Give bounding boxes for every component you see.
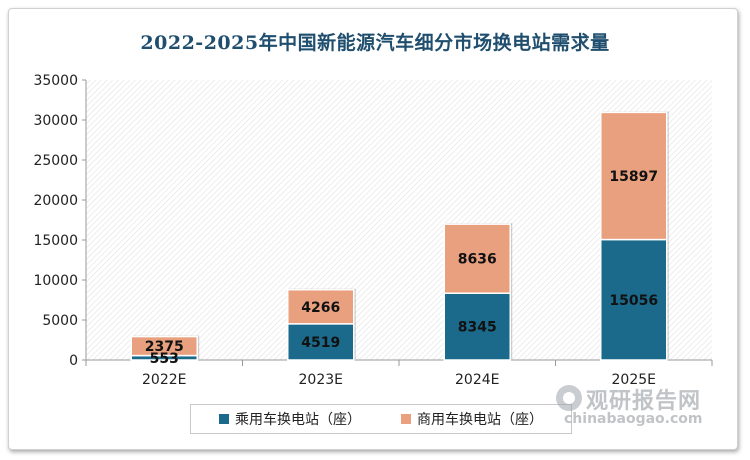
data-label-commercial: 2375 bbox=[145, 339, 184, 355]
data-label-commercial: 15897 bbox=[609, 169, 658, 185]
data-label-passenger: 553 bbox=[150, 351, 179, 367]
data-label-passenger: 15056 bbox=[609, 293, 658, 309]
y-tick-label: 10000 bbox=[33, 273, 78, 289]
legend: 乘用车换电站（座） 商用车换电站（座） bbox=[190, 404, 572, 434]
x-tick-label: 2022E bbox=[142, 372, 186, 388]
y-tick-label: 5000 bbox=[42, 313, 78, 329]
y-tick-label: 30000 bbox=[33, 113, 78, 129]
y-tick-label: 35000 bbox=[33, 73, 78, 89]
legend-item-commercial: 商用车换电站（座） bbox=[401, 409, 543, 429]
bar-commercial bbox=[287, 288, 355, 325]
y-tick-label: 0 bbox=[69, 353, 78, 369]
bar-passenger bbox=[287, 323, 355, 361]
data-label-passenger: 8345 bbox=[458, 320, 497, 336]
legend-label-passenger: 乘用车换电站（座） bbox=[235, 412, 361, 428]
bar-commercial bbox=[600, 111, 668, 241]
bar-commercial bbox=[130, 335, 198, 357]
data-label-commercial: 4266 bbox=[301, 300, 340, 316]
bar-commercial bbox=[443, 223, 511, 294]
x-tick-label: 2025E bbox=[612, 372, 656, 388]
y-tick-label: 20000 bbox=[33, 193, 78, 209]
x-tick-label: 2024E bbox=[455, 372, 499, 388]
legend-swatch-commercial bbox=[401, 414, 411, 424]
legend-swatch-passenger bbox=[219, 414, 229, 424]
legend-item-passenger: 乘用车换电站（座） bbox=[219, 409, 361, 429]
chart-title: 2022-2025年中国新能源汽车细分市场换电站需求量 bbox=[140, 32, 610, 54]
data-label-passenger: 4519 bbox=[301, 335, 340, 351]
bar-passenger bbox=[600, 238, 668, 361]
x-tick-label: 2023E bbox=[299, 372, 343, 388]
legend-label-commercial: 商用车换电站（座） bbox=[417, 412, 543, 428]
data-label-commercial: 8636 bbox=[458, 252, 497, 268]
y-tick-label: 15000 bbox=[33, 233, 78, 249]
y-tick-label: 25000 bbox=[33, 153, 78, 169]
